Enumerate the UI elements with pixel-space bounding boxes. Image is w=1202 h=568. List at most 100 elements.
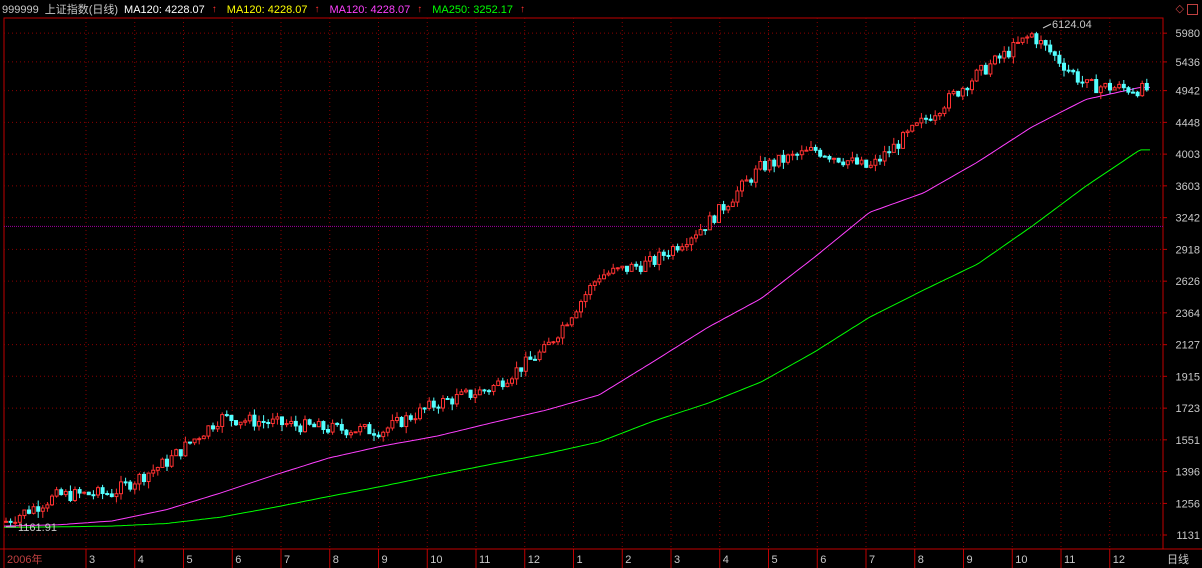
y-tick-label: 5436 [1176,57,1200,69]
arrow-up-icon: ↑ [211,4,217,15]
candle-body [634,263,639,267]
candle-body [330,422,335,433]
y-tick-label: 1723 [1176,403,1200,415]
candle-body [652,256,657,265]
candle-body [367,424,372,435]
candle-body [689,237,694,246]
y-tick-label: 1256 [1176,498,1200,510]
candle-body [91,494,96,497]
candle-body [891,143,896,153]
candle-body [372,433,376,436]
candle-body [873,158,878,166]
x-tick-label: 7 [869,554,875,566]
y-tick-label: 4003 [1176,149,1200,161]
candle-body [804,149,809,152]
candle-body [63,490,68,496]
candle-body [753,168,758,183]
candle-body [772,159,777,167]
ma-legend-1: MA120: 4228.07 [124,4,205,16]
candle-body [390,420,395,429]
candle-body [408,415,413,420]
candle-body [841,161,846,166]
candle-body [339,424,344,431]
candle-body [657,251,662,265]
index-code: 999999 [2,4,39,16]
candle-body [155,466,160,471]
candle-body [50,495,54,506]
candle-body [1029,33,1034,38]
candle-body [427,400,432,409]
candle-body [717,204,721,223]
candle-body [31,506,36,514]
index-name: 上证指数(日线) [44,4,119,16]
candle-body [422,407,427,410]
candle-body [1140,82,1145,97]
candle-body [4,520,8,523]
candle-body [206,425,211,437]
x-tick-label: 10 [430,554,442,566]
candle-body [234,420,238,426]
ma-legend-3: MA120: 4228.07 [329,4,411,16]
candle-body [740,180,744,192]
candle-body [220,414,225,427]
candle-body [790,153,795,156]
candle-body [956,90,961,97]
x-tick-label: 11 [479,554,490,566]
x-tick-label: 2006年 [7,552,42,566]
candle-body [533,358,537,361]
candle-body [1135,91,1140,97]
candle-body [142,473,146,483]
candle-body [666,254,671,257]
x-tick-label: 7 [284,554,290,566]
candle-body [445,398,450,401]
candle-body [105,493,110,496]
candle-body [832,157,836,160]
candle-body [1098,86,1103,94]
candle-body [882,151,887,162]
candle-body [560,324,565,339]
candle-body [36,506,41,512]
candle-body [349,432,353,436]
candle-body [174,449,179,457]
window-controls: ◇ [1176,3,1198,15]
candle-body [510,378,514,384]
candle-body [13,521,18,524]
candle-body [487,390,491,393]
candle-body [82,491,87,494]
x-tick-label: 8 [333,554,339,566]
y-tick-label: 1396 [1176,467,1200,479]
candle-body [192,438,197,444]
candle-body [901,132,905,149]
candle-body [1131,91,1135,94]
candle-body [197,438,202,441]
maximize-icon[interactable] [1187,3,1198,15]
candle-body [767,159,772,171]
high-marker [1042,23,1052,29]
x-tick-label: 3 [674,554,680,566]
candle-body [454,394,459,405]
candle-body [1057,54,1062,64]
candle-body [1002,50,1007,59]
candle-body [694,234,698,239]
y-tick-label: 4448 [1176,117,1200,129]
candle-body [450,398,455,405]
candle-body [937,113,942,117]
candle-body [238,421,243,426]
candle-body [137,473,142,485]
candle-body [473,394,478,398]
candle-body [933,115,938,121]
candle-body [261,420,266,423]
candle-body [896,143,901,149]
candle-body [128,481,133,490]
candle-body [1071,69,1076,73]
x-tick-label: 5 [187,554,193,566]
candle-body [979,64,984,71]
candle-body [1062,62,1066,71]
candle-body [404,415,409,428]
candle-body [551,341,556,344]
y-tick-label: 2364 [1176,308,1200,320]
x-tick-label: 8 [918,554,924,566]
y-tick-label: 2626 [1176,276,1200,288]
diamond-icon[interactable]: ◇ [1175,3,1184,15]
